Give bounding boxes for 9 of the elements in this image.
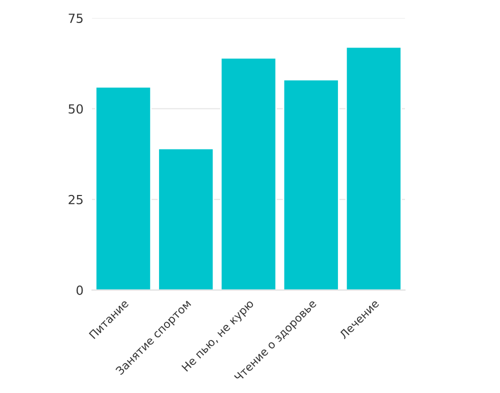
bar: [345, 46, 402, 290]
bar: [282, 79, 340, 290]
bar: [95, 86, 152, 290]
y-tick-label: 50: [68, 104, 83, 114]
bar: [158, 148, 214, 290]
bar: [220, 57, 277, 290]
y-tick-label: 25: [68, 194, 83, 204]
y-tick-label: 0: [76, 286, 83, 295]
y-tick-label: 75: [68, 14, 83, 24]
